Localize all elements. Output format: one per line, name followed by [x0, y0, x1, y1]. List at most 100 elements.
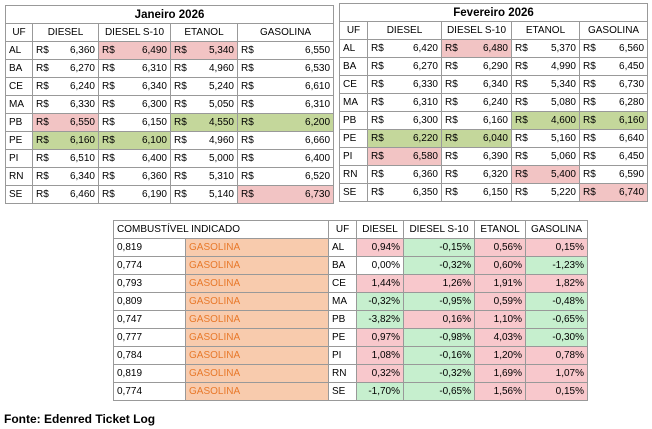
variation-cell: 1,10% — [474, 310, 527, 329]
price-cell: R$ 4,960 — [170, 59, 238, 78]
currency: R$ — [241, 189, 254, 200]
data-row: PB R$ 6,550 R$ 6,150 R$ 4,550 R$ 6,200 — [5, 113, 335, 132]
variation-cell: 0,94% — [356, 238, 405, 257]
data-row: SE R$ 6,350 R$ 6,150 R$ 5,220 R$ 6,740 — [339, 183, 649, 202]
price: 4,990 — [550, 61, 576, 72]
data-row: PB R$ 6,300 R$ 6,160 R$ 4,600 R$ 6,160 — [339, 111, 649, 130]
currency: R$ — [515, 187, 528, 198]
uf: PI — [328, 346, 358, 365]
indicated-fuel: GASOLINA — [184, 292, 330, 311]
variation-cell: -1,70% — [356, 382, 405, 401]
uf: AL — [339, 39, 368, 58]
price: 6,740 — [619, 187, 645, 198]
variation-cell: -1,23% — [525, 256, 589, 275]
column-header: GASOLINA — [525, 220, 589, 239]
price-cell: R$ 5,370 — [511, 39, 580, 58]
variation-cell: 0,97% — [356, 328, 405, 347]
currency: R$ — [36, 81, 49, 92]
currency: R$ — [445, 97, 458, 108]
data-row: MA R$ 6,330 R$ 6,300 R$ 5,050 R$ 6,310 — [5, 95, 335, 114]
price: 6,610 — [305, 81, 331, 92]
price: 6,240 — [69, 81, 95, 92]
price: 6,150 — [482, 187, 508, 198]
variation-cell: 0,15% — [525, 238, 589, 257]
currency: R$ — [174, 135, 187, 146]
currency: R$ — [36, 63, 49, 74]
data-row: BA R$ 6,270 R$ 6,290 R$ 4,990 R$ 6,450 — [339, 57, 649, 76]
variation-cell: 1,08% — [356, 346, 405, 365]
variation-table: COMBUSTÍVEL INDICADO UF DIESEL DIESEL S-10 E… — [112, 220, 589, 401]
data-row: CE R$ 6,240 R$ 6,340 R$ 5,240 R$ 6,610 — [5, 77, 335, 96]
price: 6,420 — [412, 43, 438, 54]
price-cell: R$ 6,150 — [441, 183, 512, 202]
price: 6,160 — [69, 135, 95, 146]
uf: RN — [339, 165, 368, 184]
price-cell: R$ 6,590 — [578, 165, 649, 184]
currency: R$ — [241, 153, 254, 164]
data-row: PI R$ 6,510 R$ 6,400 R$ 5,000 R$ 6,400 — [5, 149, 335, 168]
price: 6,360 — [412, 169, 438, 180]
price-cell: R$ 5,220 — [511, 183, 580, 202]
currency: R$ — [371, 115, 384, 126]
price-cell: R$ 6,390 — [441, 147, 512, 166]
price: 6,640 — [619, 133, 645, 144]
price: 6,300 — [141, 99, 167, 110]
price: 6,350 — [412, 187, 438, 198]
indicated-fuel: GASOLINA — [184, 328, 330, 347]
price: 6,290 — [482, 61, 508, 72]
uf: AL — [5, 41, 33, 60]
indicated-fuel: GASOLINA — [184, 382, 330, 401]
uf: SE — [5, 185, 33, 204]
variation-cell: 1,44% — [356, 274, 405, 293]
currency: R$ — [241, 45, 254, 56]
ratio: 0,774 — [113, 382, 186, 401]
price-cell: R$ 5,080 — [511, 93, 580, 112]
price: 6,390 — [482, 151, 508, 162]
price: 6,270 — [69, 63, 95, 74]
source: Fonte: Edenred Ticket Log — [4, 412, 156, 426]
price: 5,080 — [550, 97, 576, 108]
price: 6,400 — [141, 153, 167, 164]
price-cell: R$ 6,310 — [367, 93, 442, 112]
price: 6,450 — [619, 151, 645, 162]
currency: R$ — [36, 171, 49, 182]
currency: R$ — [371, 43, 384, 54]
price-cell: R$ 6,730 — [578, 75, 649, 94]
uf: PE — [328, 328, 358, 347]
currency: R$ — [36, 189, 49, 200]
data-row: RN R$ 6,340 R$ 6,360 R$ 5,310 R$ 6,520 — [5, 167, 335, 186]
price: 6,590 — [619, 169, 645, 180]
price-cell: R$ 6,560 — [578, 39, 649, 58]
price-cell: R$ 6,550 — [32, 113, 99, 132]
uf: MA — [328, 292, 358, 311]
data-row: SE R$ 6,460 R$ 6,190 R$ 5,140 R$ 6,730 — [5, 185, 335, 204]
price-cell: R$ 6,360 — [367, 165, 442, 184]
uf: RN — [328, 364, 358, 383]
price-cell: R$ 6,100 — [98, 131, 171, 150]
price: 6,730 — [619, 79, 645, 90]
variation-cell: 0,16% — [403, 310, 476, 329]
currency: R$ — [102, 135, 115, 146]
currency: R$ — [102, 99, 115, 110]
indicated-fuel: GASOLINA — [184, 346, 330, 365]
price-cell: R$ 5,140 — [170, 185, 238, 204]
currency: R$ — [515, 133, 528, 144]
currency: R$ — [102, 81, 115, 92]
price-cell: R$ 6,270 — [32, 59, 99, 78]
price-cell: R$ 6,340 — [32, 167, 99, 186]
variation-cell: -0,30% — [525, 328, 589, 347]
variation-cell: -0,15% — [403, 238, 476, 257]
price-cell: R$ 6,520 — [236, 167, 335, 186]
column-header: UF — [328, 220, 358, 239]
price-cell: R$ 6,640 — [578, 129, 649, 148]
price-cell: R$ 6,460 — [32, 185, 99, 204]
variation-cell: 1,20% — [474, 346, 527, 365]
variation-cell: 0,60% — [474, 256, 527, 275]
column-header: GASOLINA — [578, 21, 649, 40]
column-header: COMBUSTÍVEL INDICADO — [112, 220, 330, 239]
currency: R$ — [583, 151, 596, 162]
price: 6,560 — [619, 43, 645, 54]
price-cell: R$ 6,240 — [441, 93, 512, 112]
price: 5,310 — [208, 171, 234, 182]
price: 5,240 — [208, 81, 234, 92]
